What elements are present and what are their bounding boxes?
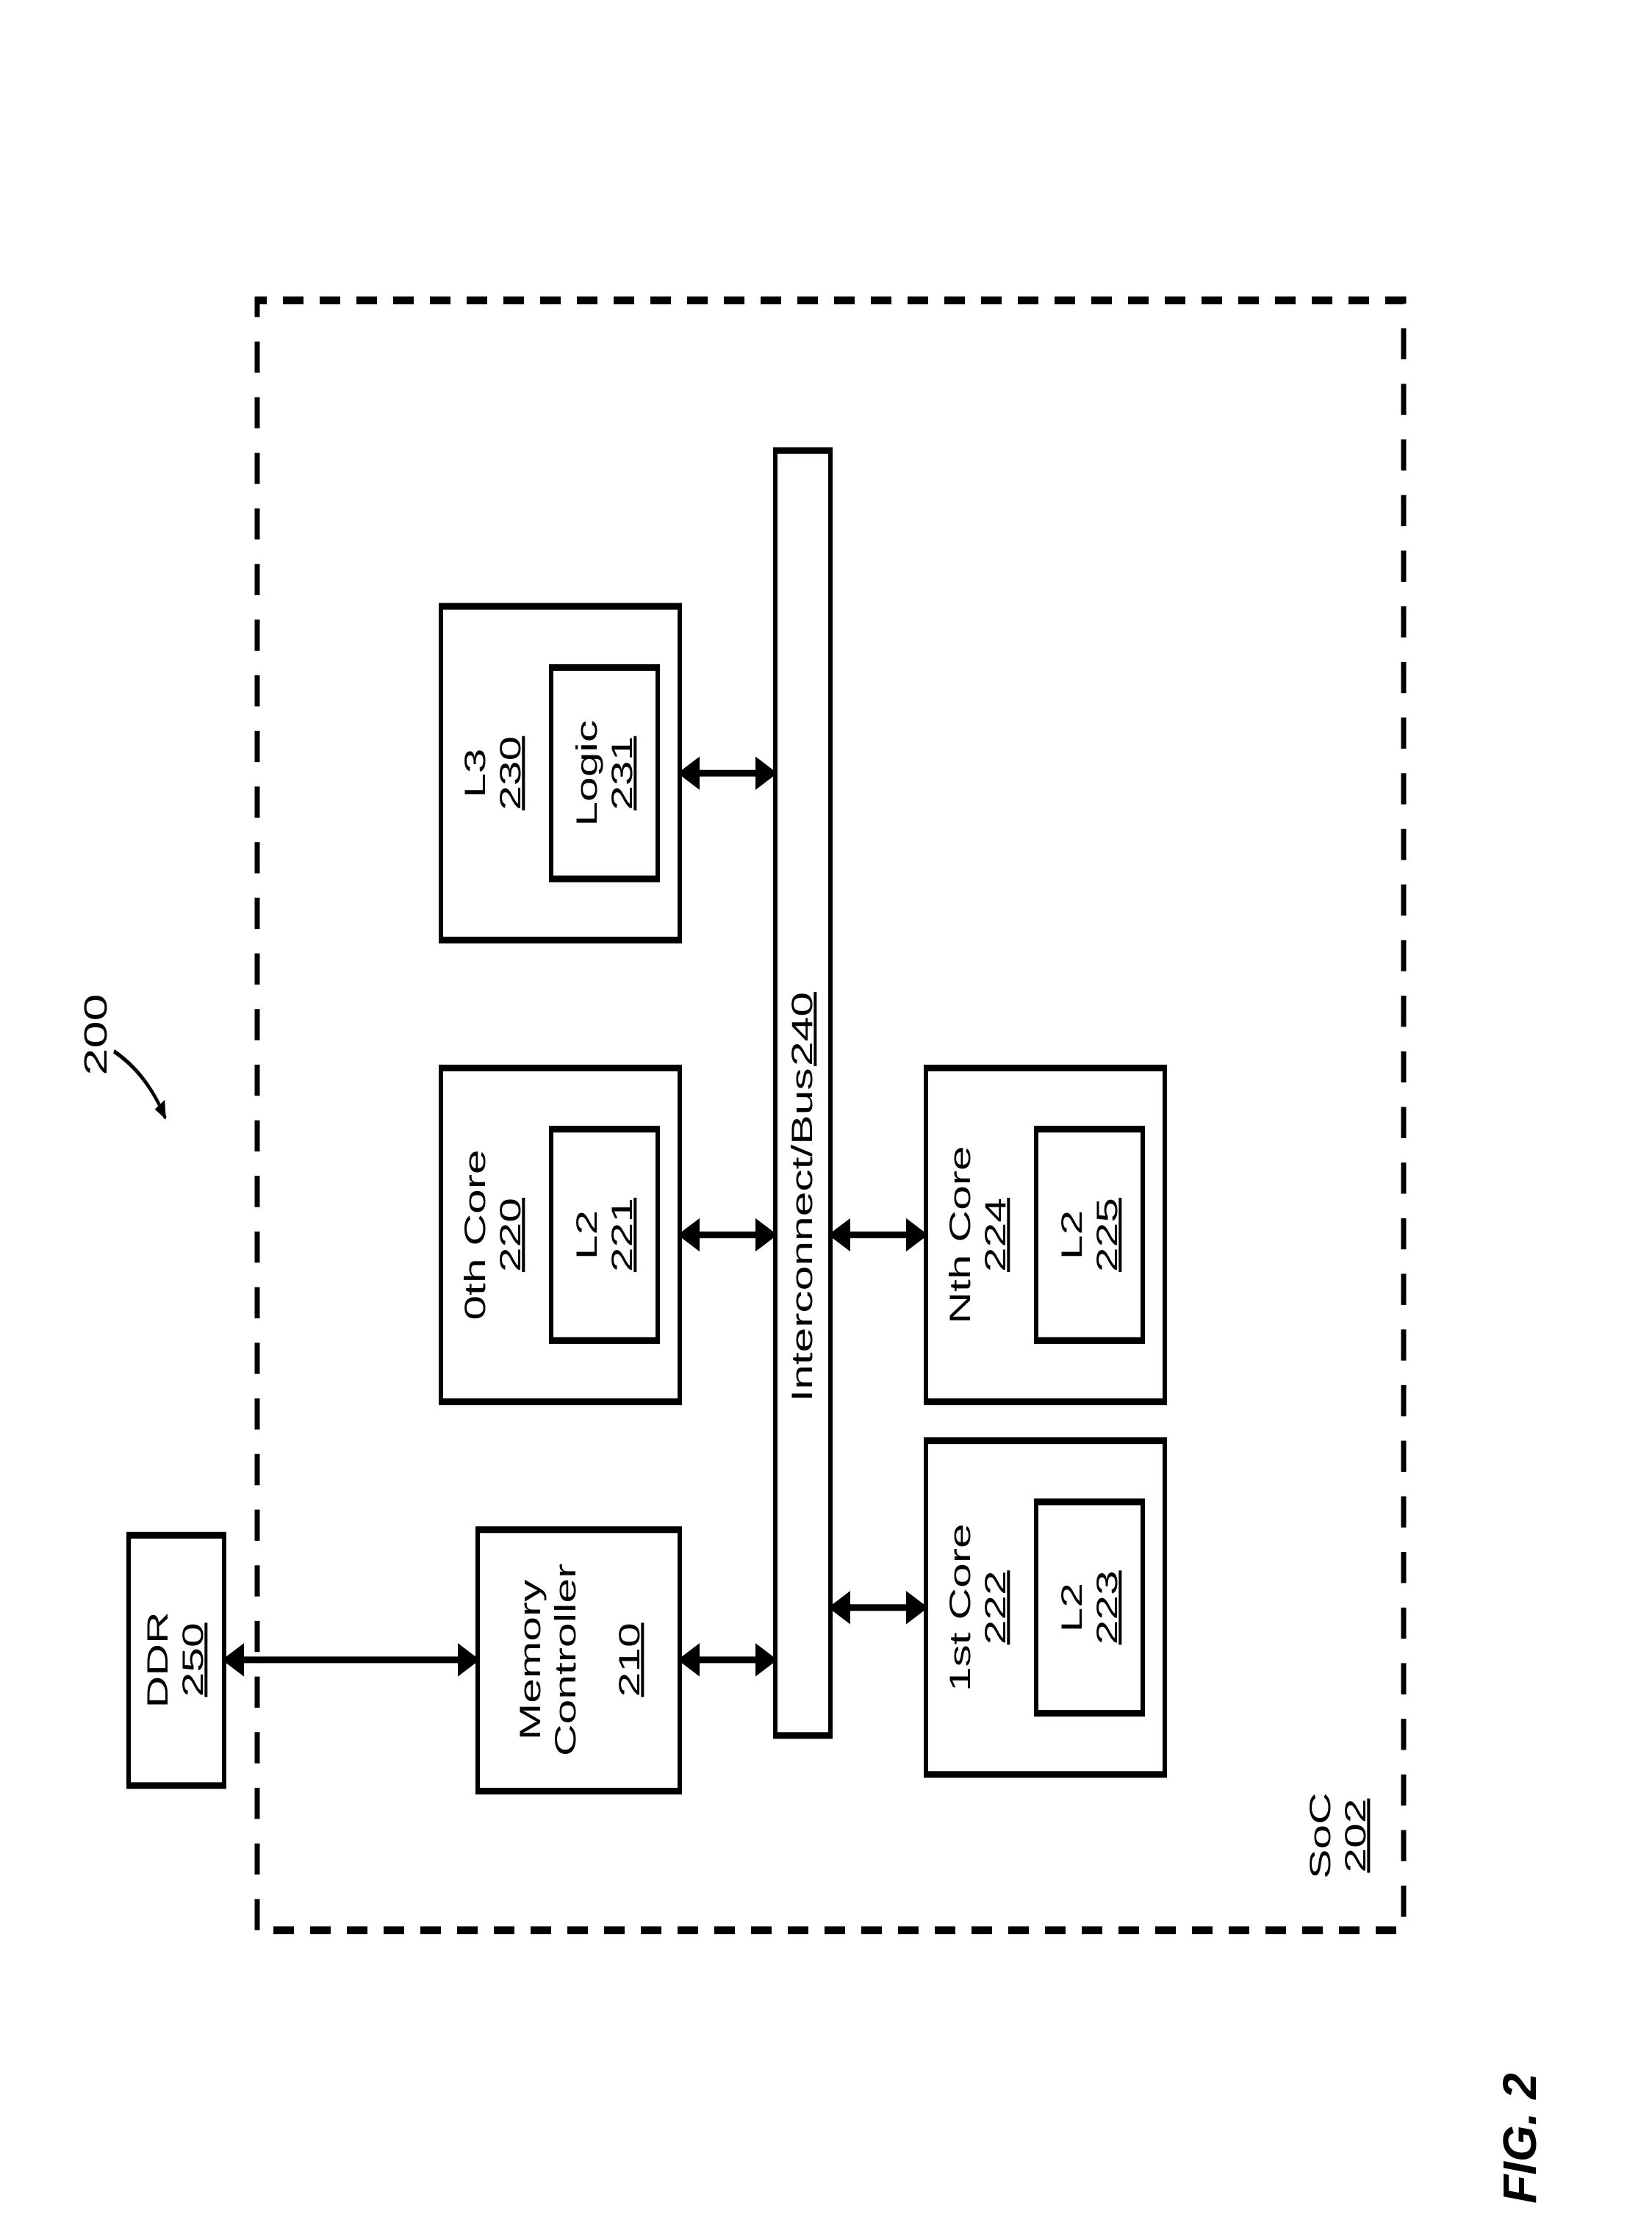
core0-inner-box [551, 1129, 658, 1341]
core0-inner-ref: 221 [606, 1198, 638, 1272]
coren-label: Nth Core [944, 1146, 976, 1323]
l3-inner-label: Logic [570, 720, 603, 827]
interconnect-ref: 240 [786, 992, 818, 1066]
coren-inner-label: L2 [1055, 1210, 1088, 1259]
coren-ref: 224 [979, 1198, 1011, 1272]
l3-ref: 230 [494, 736, 526, 810]
core0-inner-label: L2 [570, 1210, 603, 1259]
core1-inner-box [1036, 1502, 1143, 1714]
soc-label: SoC [1304, 1792, 1336, 1879]
coren-inner-box [1036, 1129, 1143, 1341]
ddr-label: DDR [141, 1611, 173, 1708]
memctrl-label: Memory [514, 1579, 546, 1740]
core0-label: 0th Core [459, 1149, 491, 1320]
core1-inner-ref: 223 [1091, 1570, 1123, 1645]
figure-label: FIG. 2 [1493, 2073, 1546, 2204]
memctrl-label2: Controller [549, 1564, 581, 1757]
l3-label: L3 [459, 749, 491, 798]
l3-inner-box [551, 667, 658, 879]
core1-label: 1st Core [944, 1523, 976, 1692]
core0-ref: 220 [494, 1198, 526, 1272]
system-ref: 200 [77, 993, 113, 1075]
ddr-ref: 250 [176, 1622, 209, 1697]
core1-inner-label: L2 [1055, 1583, 1088, 1632]
soc-ref: 202 [1339, 1799, 1371, 1873]
system-ref-arrow [114, 1052, 165, 1118]
interconnect-label: Interconnect/Bus [786, 1068, 818, 1401]
core1-ref: 222 [979, 1570, 1011, 1645]
memctrl-ref: 210 [613, 1622, 645, 1697]
l3-inner-ref: 231 [606, 736, 638, 810]
coren-inner-ref: 225 [1091, 1198, 1123, 1272]
